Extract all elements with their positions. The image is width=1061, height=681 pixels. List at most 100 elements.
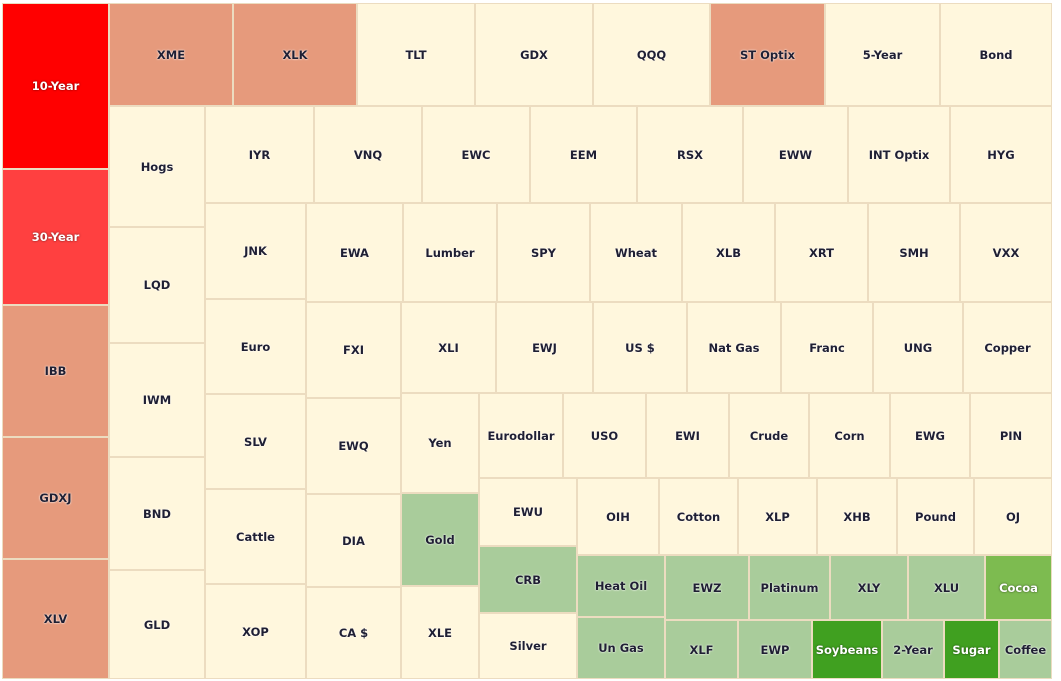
- treemap-cell-eem[interactable]: EEM: [530, 106, 637, 203]
- treemap-cell-copper[interactable]: Copper: [963, 302, 1052, 393]
- treemap-cell-label: XOP: [242, 624, 269, 639]
- treemap-cell-qqq[interactable]: QQQ: [593, 3, 710, 106]
- treemap-cell-pin[interactable]: PIN: [970, 393, 1052, 478]
- treemap-cell-rsx[interactable]: RSX: [637, 106, 743, 203]
- treemap-cell-crude[interactable]: Crude: [729, 393, 809, 478]
- treemap-cell-label: JNK: [244, 244, 267, 258]
- treemap-cell-ewa[interactable]: EWA: [306, 203, 403, 302]
- treemap-cell-soybeans[interactable]: Soybeans: [812, 620, 882, 679]
- treemap-cell-2-year[interactable]: 2-Year: [882, 620, 944, 679]
- treemap-cell-label: BND: [143, 506, 171, 521]
- treemap-cell-label: Pound: [915, 509, 956, 524]
- treemap-cell-label: XRT: [808, 245, 835, 260]
- treemap-cell-fxi[interactable]: FXI: [306, 302, 401, 398]
- treemap-cell-coffee[interactable]: Coffee: [999, 620, 1052, 679]
- treemap-cell-jnk[interactable]: JNK: [205, 203, 306, 299]
- treemap-cell-ewg[interactable]: EWG: [890, 393, 970, 478]
- treemap-cell-label: XME: [156, 47, 186, 62]
- treemap-cell-ibb[interactable]: IBB: [2, 305, 109, 437]
- treemap-cell-5-year[interactable]: 5-Year: [825, 3, 940, 106]
- treemap-cell-label: CA $: [338, 626, 369, 640]
- treemap-cell-eww[interactable]: EWW: [743, 106, 848, 203]
- treemap-cell-eurodollar[interactable]: Eurodollar: [479, 393, 563, 478]
- treemap-cell-ewi[interactable]: EWI: [646, 393, 729, 478]
- treemap-cell-oih[interactable]: OIH: [577, 478, 659, 555]
- treemap-cell-xop[interactable]: XOP: [205, 584, 306, 679]
- treemap-cell-xlk[interactable]: XLK: [233, 3, 357, 106]
- treemap-cell-ung[interactable]: UNG: [873, 302, 963, 393]
- treemap-cell-oj[interactable]: OJ: [974, 478, 1052, 555]
- treemap-cell-label: XLP: [765, 509, 790, 524]
- treemap-cell-iwm[interactable]: IWM: [109, 343, 205, 457]
- treemap-cell-lqd[interactable]: LQD: [109, 227, 205, 343]
- treemap-cell-gdxj[interactable]: GDXJ: [2, 437, 109, 559]
- treemap-cell-xlv[interactable]: XLV: [2, 559, 109, 679]
- treemap-cell-xli[interactable]: XLI: [401, 302, 496, 393]
- treemap-cell-spy[interactable]: SPY: [497, 203, 590, 302]
- treemap-cell-tlt[interactable]: TLT: [357, 3, 475, 106]
- treemap-cell-xlb[interactable]: XLB: [682, 203, 775, 302]
- treemap-cell-us[interactable]: US $: [593, 302, 687, 393]
- treemap-cell-xme[interactable]: XME: [109, 3, 233, 106]
- treemap-cell-sugar[interactable]: Sugar: [944, 620, 999, 679]
- treemap-cell-gdx[interactable]: GDX: [475, 3, 593, 106]
- treemap-cell-lumber[interactable]: Lumber: [403, 203, 497, 302]
- treemap-cell-label: FXI: [342, 343, 364, 357]
- treemap-cell-corn[interactable]: Corn: [809, 393, 890, 478]
- treemap-cell-hyg[interactable]: HYG: [950, 106, 1052, 203]
- treemap-cell-int-optix[interactable]: INT Optix: [848, 106, 950, 203]
- treemap-cell-xlp[interactable]: XLP: [738, 478, 817, 555]
- treemap-cell-label: VNQ: [353, 147, 383, 162]
- treemap-cell-30-year[interactable]: 30-Year: [2, 169, 109, 305]
- treemap-cell-heat-oil[interactable]: Heat Oil: [577, 555, 665, 617]
- treemap-cell-xle[interactable]: XLE: [401, 586, 479, 679]
- treemap-cell-bnd[interactable]: BND: [109, 457, 205, 570]
- treemap-cell-iyr[interactable]: IYR: [205, 106, 314, 203]
- treemap-cell-un-gas[interactable]: Un Gas: [577, 617, 665, 679]
- treemap-cell-slv[interactable]: SLV: [205, 394, 306, 489]
- treemap-cell-ca[interactable]: CA $: [306, 587, 401, 679]
- treemap-cell-cotton[interactable]: Cotton: [659, 478, 738, 555]
- treemap-cell-10-year[interactable]: 10-Year: [2, 3, 109, 169]
- treemap-cell-wheat[interactable]: Wheat: [590, 203, 682, 302]
- treemap-cell-franc[interactable]: Franc: [781, 302, 873, 393]
- treemap-cell-ewp[interactable]: EWP: [738, 620, 812, 679]
- treemap-cell-label: 2-Year: [893, 642, 933, 657]
- treemap-cell-ewq[interactable]: EWQ: [306, 398, 401, 494]
- treemap-cell-label: SPY: [530, 245, 557, 260]
- treemap-cell-xhb[interactable]: XHB: [817, 478, 897, 555]
- treemap-cell-label: US $: [625, 340, 655, 355]
- treemap-cell-bond[interactable]: Bond: [940, 3, 1052, 106]
- treemap-cell-smh[interactable]: SMH: [868, 203, 960, 302]
- treemap-cell-st-optix[interactable]: ST Optix: [710, 3, 825, 106]
- treemap-cell-label: EWA: [340, 245, 369, 260]
- treemap-cell-label: USO: [590, 428, 619, 443]
- treemap-cell-gld[interactable]: GLD: [109, 570, 205, 679]
- treemap-cell-xlu[interactable]: XLU: [908, 555, 985, 620]
- treemap-cell-ewz[interactable]: EWZ: [665, 555, 749, 620]
- treemap-cell-xlf[interactable]: XLF: [665, 620, 738, 679]
- treemap-cell-gold[interactable]: Gold: [401, 493, 479, 586]
- treemap-cell-cattle[interactable]: Cattle: [205, 489, 306, 584]
- treemap-cell-dia[interactable]: DIA: [306, 494, 401, 587]
- treemap-cell-hogs[interactable]: Hogs: [109, 106, 205, 227]
- treemap-cell-xrt[interactable]: XRT: [775, 203, 868, 302]
- treemap-cell-uso[interactable]: USO: [563, 393, 646, 478]
- treemap-cell-xly[interactable]: XLY: [830, 555, 908, 620]
- treemap-cell-silver[interactable]: Silver: [479, 613, 577, 679]
- treemap-cell-platinum[interactable]: Platinum: [749, 555, 830, 620]
- treemap-cell-crb[interactable]: CRB: [479, 546, 577, 613]
- treemap-cell-yen[interactable]: Yen: [401, 393, 479, 493]
- treemap-cell-nat-gas[interactable]: Nat Gas: [687, 302, 781, 393]
- treemap-cell-euro[interactable]: Euro: [205, 299, 306, 394]
- treemap-cell-vnq[interactable]: VNQ: [314, 106, 422, 203]
- treemap-cell-pound[interactable]: Pound: [897, 478, 974, 555]
- treemap-cell-vxx[interactable]: VXX: [960, 203, 1052, 302]
- treemap-cell-ewu[interactable]: EWU: [479, 478, 577, 546]
- treemap-cell-label: XLK: [282, 47, 308, 62]
- treemap-cell-ewc[interactable]: EWC: [422, 106, 530, 203]
- treemap-cell-cocoa[interactable]: Cocoa: [985, 555, 1052, 620]
- treemap-cell-label: EEM: [569, 147, 598, 162]
- treemap-cell-ewj[interactable]: EWJ: [496, 302, 593, 393]
